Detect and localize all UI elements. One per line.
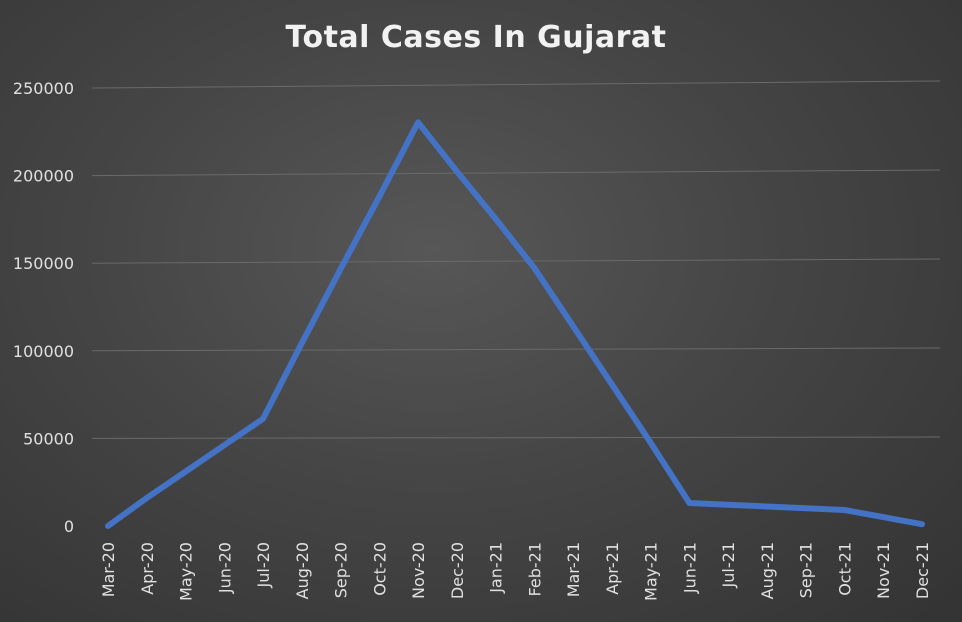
x-tick-label: Jun-20 [215, 542, 234, 594]
x-tick-label: Jan-21 [487, 542, 506, 594]
x-tick-label: Mar-20 [99, 542, 118, 597]
x-tick-label: Oct-21 [835, 542, 854, 596]
y-tick-label: 50000 [23, 429, 74, 448]
x-tick-label: Jul-21 [719, 542, 738, 588]
x-tick-label: Sep-21 [797, 542, 816, 598]
gridlines [91, 80, 941, 439]
chart-title: Total Cases In Gujarat [285, 20, 666, 55]
x-tick-label: Aug-20 [293, 542, 312, 599]
y-axis-ticks: 0 50000 100000 150000 200000 250000 [13, 79, 74, 536]
x-tick-label: Oct-20 [370, 542, 389, 596]
gridline [91, 258, 941, 264]
y-tick-label: 100000 [13, 342, 74, 361]
gridline [91, 169, 941, 177]
x-tick-label: Nov-21 [874, 542, 893, 599]
gridline [91, 347, 941, 352]
y-tick-label: 250000 [13, 79, 74, 98]
x-tick-label: Dec-20 [448, 542, 467, 599]
x-tick-label: Apr-20 [138, 542, 157, 595]
x-tick-label: Mar-21 [564, 542, 583, 597]
gridline [91, 80, 941, 89]
x-tick-label: Apr-21 [603, 542, 622, 595]
y-tick-label: 150000 [13, 254, 74, 273]
x-tick-label: Dec-21 [913, 542, 932, 599]
y-tick-label: 200000 [13, 167, 74, 186]
x-tick-label: Nov-20 [409, 542, 428, 599]
x-tick-label: Aug-21 [758, 542, 777, 599]
y-tick-label: 0 [64, 517, 74, 536]
x-tick-label: May-20 [177, 542, 196, 601]
x-tick-label: May-21 [642, 542, 661, 601]
x-tick-label: Feb-21 [525, 542, 544, 596]
series-line [105, 119, 925, 529]
gridline [91, 436, 941, 439]
series-layer [105, 119, 925, 529]
x-tick-label: Sep-20 [332, 542, 351, 598]
x-tick-label: Jul-20 [254, 542, 273, 588]
x-tick-label: Jun-21 [680, 542, 699, 594]
x-axis-ticks: Mar-20 Apr-20 May-20 Jun-20 Jul-20 Aug-20 Sep-… [99, 542, 932, 601]
